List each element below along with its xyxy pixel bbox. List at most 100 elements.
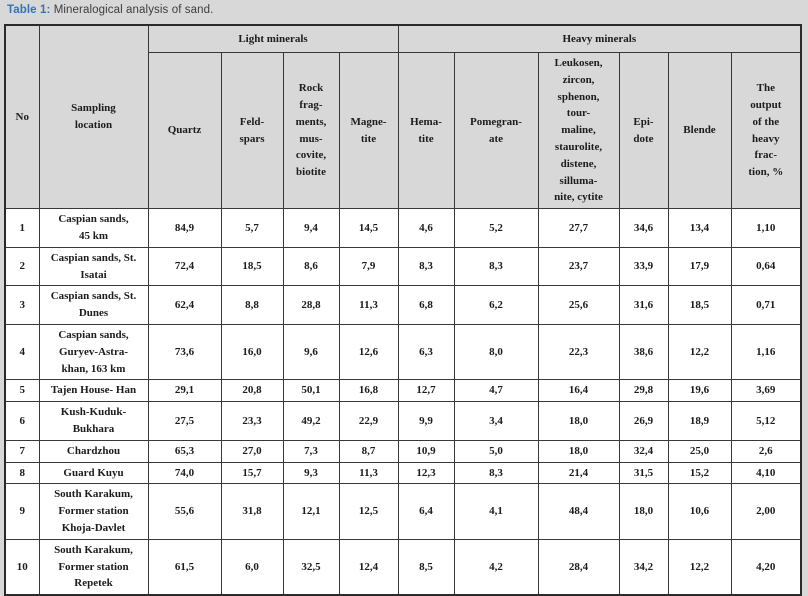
value-cell: 13,4: [667, 208, 732, 248]
value-cell: 6,3: [397, 323, 455, 381]
header-feldspars: Feld- spars: [220, 51, 284, 210]
value-cell: 9,6: [282, 323, 340, 381]
header-blende: Blende: [667, 51, 732, 210]
value-cell: 5,0: [453, 439, 539, 463]
value-cell: 11,3: [338, 461, 399, 485]
value-cell: 5,2: [453, 208, 539, 248]
value-cell: 7,9: [338, 246, 399, 287]
value-cell: 1,10: [730, 208, 802, 248]
location-cell: South Karakum, Former station Repetek: [38, 538, 149, 596]
header-sampling-location: Sampling location: [38, 24, 149, 210]
value-cell: 8,5: [397, 538, 455, 596]
value-cell: 62,4: [147, 285, 222, 325]
value-cell: 11,3: [338, 285, 399, 325]
header-epidote: Epi- dote: [618, 51, 669, 210]
value-cell: 4,7: [453, 379, 539, 403]
table-row: 8 Guard Kuyu 74,0 15,7 9,3 11,3 12,3 8,3 21,4 31,…: [4, 461, 802, 485]
value-cell: 31,6: [618, 285, 669, 325]
location-cell: Tajen House- Han: [38, 379, 149, 403]
value-cell: 25,6: [537, 285, 620, 325]
value-cell: 4,2: [453, 538, 539, 596]
value-cell: 15,7: [220, 461, 284, 485]
value-cell: 16,8: [338, 379, 399, 403]
header-leukosen-group: Leukosen, zircon, sphenon, tour- maline,…: [537, 51, 620, 210]
value-cell: 31,5: [618, 461, 669, 485]
value-cell: 17,9: [667, 246, 732, 287]
row-number-cell: 10: [4, 538, 40, 596]
value-cell: 6,0: [220, 538, 284, 596]
value-cell: 72,4: [147, 246, 222, 287]
value-cell: 6,8: [397, 285, 455, 325]
value-cell: 4,6: [397, 208, 455, 248]
header-quartz: Quartz: [147, 51, 222, 210]
value-cell: 18,5: [667, 285, 732, 325]
row-number-cell: 5: [4, 379, 40, 403]
table-row: 7 Chardzhou 65,3 27,0 7,3 8,7 10,9 5,0 18,0 32,4 2…: [4, 439, 802, 463]
value-cell: 5,12: [730, 401, 802, 441]
header-no: No: [4, 24, 40, 210]
value-cell: 8,0: [453, 323, 539, 381]
value-cell: 0,64: [730, 246, 802, 287]
value-cell: 9,3: [282, 461, 340, 485]
value-cell: 18,0: [537, 401, 620, 441]
value-cell: 12,1: [282, 483, 340, 540]
value-cell: 29,1: [147, 379, 222, 403]
header-heavy-fraction-output: The output of the heavy frac- tion, %: [730, 51, 802, 210]
minerals-table: No Sampling location Light minerals Heav…: [4, 24, 803, 596]
value-cell: 23,3: [220, 401, 284, 441]
value-cell: 20,8: [220, 379, 284, 403]
value-cell: 2,00: [730, 483, 802, 540]
value-cell: 12,5: [338, 483, 399, 540]
row-number-cell: 9: [4, 483, 40, 540]
header-hematite: Hema- tite: [397, 51, 455, 210]
value-cell: 12,3: [397, 461, 455, 485]
row-number-cell: 8: [4, 461, 40, 485]
value-cell: 27,5: [147, 401, 222, 441]
header-pomegranate: Pomegran- ate: [453, 51, 539, 210]
value-cell: 26,9: [618, 401, 669, 441]
value-cell: 73,6: [147, 323, 222, 381]
table-row: 4 Caspian sands, Guryev-Astra- khan, 163 …: [4, 323, 802, 381]
header-columns-row: Quartz Feld- spars Rock frag- ments, mus…: [5, 51, 802, 210]
value-cell: 7,3: [282, 439, 340, 463]
table-row: 1 Caspian sands, 45 km 84,9 5,7 9,4 14,5 4,6 5,…: [4, 208, 802, 248]
value-cell: 31,8: [220, 483, 284, 540]
value-cell: 18,0: [537, 439, 620, 463]
value-cell: 32,5: [282, 538, 340, 596]
location-cell: South Karakum, Former station Khoja-Davl…: [38, 483, 149, 540]
value-cell: 22,9: [338, 401, 399, 441]
value-cell: 27,0: [220, 439, 284, 463]
value-cell: 25,0: [667, 439, 732, 463]
row-number-cell: 2: [4, 246, 40, 287]
location-cell: Caspian sands, 45 km: [38, 208, 149, 248]
value-cell: 16,0: [220, 323, 284, 381]
value-cell: 23,7: [537, 246, 620, 287]
location-cell: Caspian sands, Guryev-Astra- khan, 163 k…: [38, 323, 149, 381]
value-cell: 6,2: [453, 285, 539, 325]
value-cell: 8,3: [453, 246, 539, 287]
table-row: 9 South Karakum, Former station Khoja-Dav…: [4, 483, 802, 540]
value-cell: 4,1: [453, 483, 539, 540]
table-row: 2 Caspian sands, St. Isatai 72,4 18,5 8,6 7,9…: [4, 246, 802, 287]
value-cell: 12,2: [667, 323, 732, 381]
table-body: 1 Caspian sands, 45 km 84,9 5,7 9,4 14,5 4,6 5,…: [4, 208, 802, 596]
value-cell: 74,0: [147, 461, 222, 485]
location-cell: Kush-Kuduk- Bukhara: [38, 401, 149, 441]
value-cell: 84,9: [147, 208, 222, 248]
value-cell: 14,5: [338, 208, 399, 248]
value-cell: 10,9: [397, 439, 455, 463]
value-cell: 22,3: [537, 323, 620, 381]
location-cell: Guard Kuyu: [38, 461, 149, 485]
value-cell: 4,10: [730, 461, 802, 485]
header-light-minerals: Light minerals: [147, 24, 399, 53]
value-cell: 50,1: [282, 379, 340, 403]
value-cell: 12,2: [667, 538, 732, 596]
value-cell: 8,3: [453, 461, 539, 485]
value-cell: 18,9: [667, 401, 732, 441]
row-number-cell: 1: [4, 208, 40, 248]
value-cell: 2,6: [730, 439, 802, 463]
value-cell: 4,20: [730, 538, 802, 596]
row-number-cell: 7: [4, 439, 40, 463]
value-cell: 49,2: [282, 401, 340, 441]
